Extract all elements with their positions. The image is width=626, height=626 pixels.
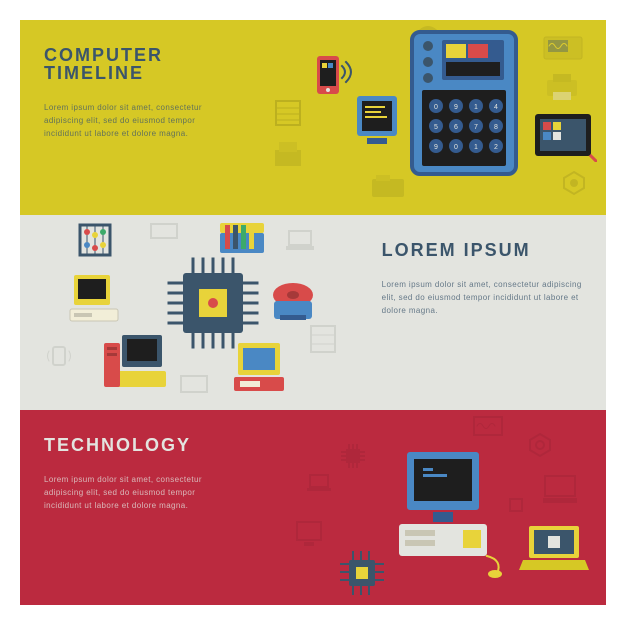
card-outline-icon <box>180 375 208 393</box>
tv-screen-icon <box>355 94 399 148</box>
banner-technology: TECHNOLOGY Lorem ipsum dolor sit amet, c… <box>20 410 606 605</box>
svg-text:1: 1 <box>474 144 478 151</box>
oscilloscope-icon <box>543 36 583 64</box>
infographic-wrap: COMPUTER TIMELINE Lorem ipsum dolor sit … <box>0 0 626 626</box>
banner-computer-timeline: COMPUTER TIMELINE Lorem ipsum dolor sit … <box>20 20 606 215</box>
terminal-outline-icon <box>543 474 577 504</box>
small-chip-icon <box>341 444 365 468</box>
svg-text:4: 4 <box>494 104 498 111</box>
banner3-body: Lorem ipsum dolor sit amet, consectetur … <box>44 474 223 512</box>
pc-tower-icon <box>102 333 166 393</box>
svg-text:0: 0 <box>454 144 458 151</box>
disc-drive-icon <box>268 279 318 327</box>
svg-text:0: 0 <box>434 104 438 111</box>
laptop-outline-icon <box>286 229 314 251</box>
svg-text:2: 2 <box>494 144 498 151</box>
svg-text:5: 5 <box>434 124 438 131</box>
chip-icon <box>339 550 385 596</box>
svg-text:9: 9 <box>454 104 458 111</box>
server-outline-icon <box>310 325 336 353</box>
banner2-body: Lorem ipsum dolor sit amet, consectetur … <box>382 279 582 317</box>
tablet-icon <box>533 110 597 162</box>
svg-text:7: 7 <box>474 124 478 131</box>
banner2-art-column <box>20 215 372 410</box>
smartphone-icon <box>315 54 357 98</box>
banner2-text-column: LOREM IPSUM Lorem ipsum dolor sit amet, … <box>372 215 606 410</box>
banner2-title: LOREM IPSUM <box>382 241 582 259</box>
abacus-icon <box>275 100 301 126</box>
banner1-text-column: COMPUTER TIMELINE Lorem ipsum dolor sit … <box>20 20 243 215</box>
keyboard-outline-icon <box>150 223 178 239</box>
svg-text:9: 9 <box>434 144 438 151</box>
svg-text:1: 1 <box>474 104 478 111</box>
fax-icon <box>371 175 405 199</box>
printer-icon <box>545 72 579 102</box>
banner-lorem-ipsum: LOREM IPSUM Lorem ipsum dolor sit amet, … <box>20 215 606 410</box>
sound-module-icon <box>218 221 266 257</box>
hex-nut-icon <box>527 432 553 458</box>
banner1-body: Lorem ipsum dolor sit amet, consectetur … <box>44 102 223 140</box>
banner3-text-column: TECHNOLOGY Lorem ipsum dolor sit amet, c… <box>20 410 243 605</box>
banner3-art-column <box>243 410 606 605</box>
desktop-crt-icon <box>68 273 120 325</box>
calculator-panel-icon: 0 9 1 4 5 6 7 8 9 0 1 2 <box>408 28 520 178</box>
monitor-outline-icon <box>295 520 323 548</box>
desktop-computer-icon <box>393 448 503 578</box>
banner1-title: COMPUTER TIMELINE <box>44 46 223 82</box>
cpu-outline-icon <box>505 494 527 516</box>
cpu-chip-icon <box>165 255 261 351</box>
old-terminal-icon <box>232 341 286 395</box>
mini-laptop-icon <box>307 474 331 492</box>
abacus-color-icon <box>78 223 112 257</box>
svg-text:8: 8 <box>494 124 498 131</box>
banner3-title: TECHNOLOGY <box>44 436 223 454</box>
oscilloscope2-icon <box>473 416 503 440</box>
svg-text:6: 6 <box>454 124 458 131</box>
laptop-icon <box>519 522 589 572</box>
banner1-art-column: 0 9 1 4 5 6 7 8 9 0 1 2 <box>243 20 606 215</box>
signal-outline-icon <box>46 343 72 369</box>
hex-chip-icon <box>561 170 587 196</box>
cash-register-icon <box>273 140 303 170</box>
